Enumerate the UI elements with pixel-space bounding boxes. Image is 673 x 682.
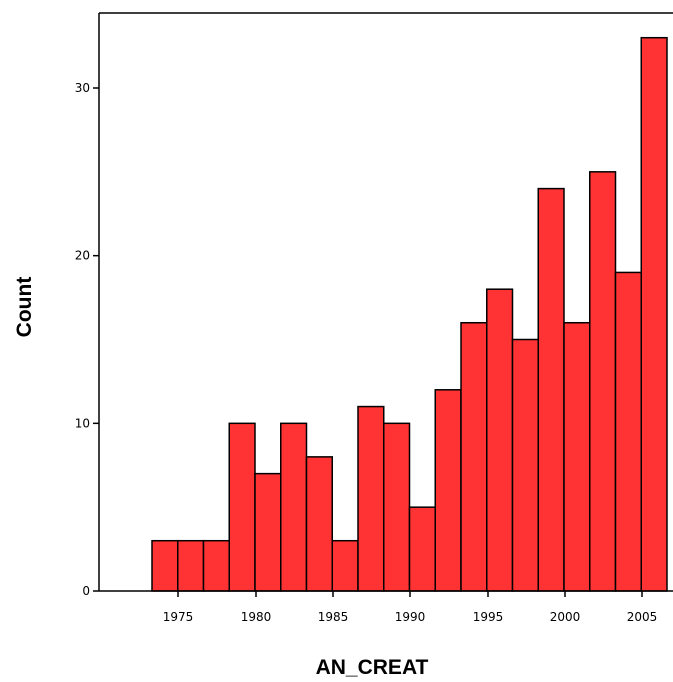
histogram-bar — [177, 539, 205, 592]
histogram-bar — [614, 271, 642, 592]
histogram-bar — [151, 539, 179, 592]
histogram-bar — [280, 422, 308, 592]
histogram-bar — [589, 171, 617, 592]
histogram-bar — [357, 405, 385, 592]
histogram-bar — [383, 422, 411, 592]
histogram-bar — [254, 472, 282, 592]
histogram-bar — [305, 456, 333, 592]
histogram-bar — [486, 288, 514, 592]
x-tick-label: 2005 — [627, 610, 658, 624]
y-tick-label: 10 — [75, 416, 90, 430]
x-tick-label: 1980 — [241, 610, 272, 624]
x-tick-label: 1990 — [395, 610, 426, 624]
histogram-bar — [202, 539, 230, 592]
y-axis-title: Count — [13, 277, 36, 338]
bars-group — [151, 36, 668, 592]
histogram-bar — [460, 321, 488, 592]
histogram-bar — [511, 338, 539, 592]
x-tick-label: 2000 — [550, 610, 581, 624]
histogram-bar — [640, 36, 668, 592]
axes-group: 0 10 20 30 1975 1980 1985 1990 1995 2000 2005 — [75, 12, 673, 624]
y-tick-label: 20 — [75, 249, 90, 263]
x-tick-label: 1975 — [163, 610, 194, 624]
x-tick-label: 1995 — [473, 610, 504, 624]
histogram-bar — [228, 422, 256, 592]
histogram-bar — [408, 506, 436, 592]
histogram-bar — [537, 187, 565, 592]
y-tick-label: 30 — [75, 81, 90, 95]
histogram-bar — [563, 321, 591, 592]
y-tick-label: 0 — [82, 584, 90, 598]
histogram-bar — [434, 389, 462, 592]
x-tick-label: 1985 — [318, 610, 349, 624]
x-axis-title: AN_CREAT — [316, 656, 429, 679]
histogram-bar — [331, 539, 359, 592]
